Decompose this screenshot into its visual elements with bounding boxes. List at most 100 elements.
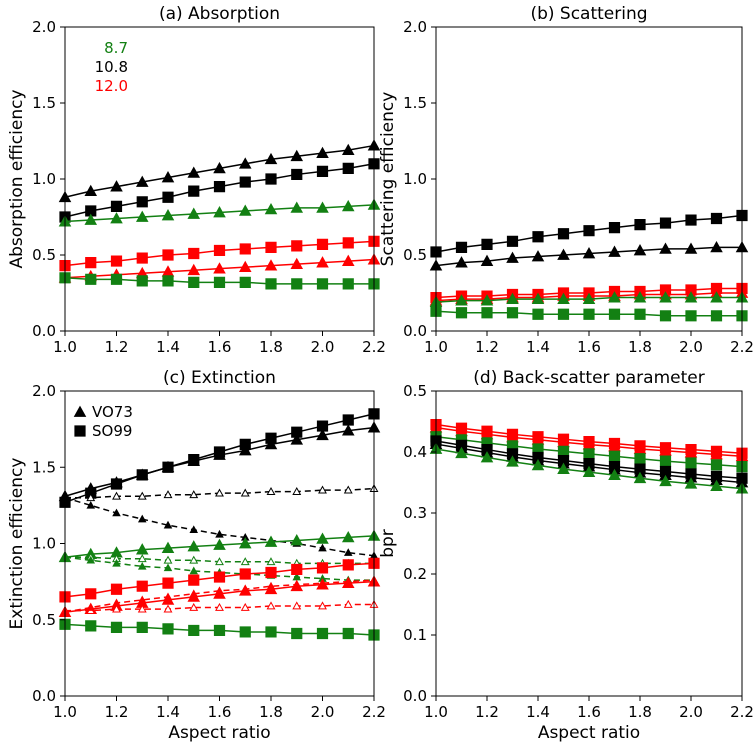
x-axis-label: Aspect ratio bbox=[538, 723, 640, 743]
series-3-point bbox=[136, 252, 148, 264]
y-tick-label: 1.5 bbox=[32, 458, 56, 476]
legend-marker-square-icon bbox=[74, 425, 86, 437]
series-2-point bbox=[710, 459, 723, 471]
panel-title: (d) Back-scatter parameter bbox=[473, 368, 704, 388]
series-9-point bbox=[215, 602, 224, 611]
y-tick-label: 0.1 bbox=[403, 626, 427, 644]
series-0-point bbox=[685, 214, 697, 226]
series-5-point bbox=[136, 275, 148, 287]
series-0-point bbox=[110, 180, 123, 192]
y-axis-label: bpr bbox=[378, 529, 398, 558]
series-10-point bbox=[163, 592, 173, 601]
series-0-point bbox=[341, 143, 355, 155]
series-1-point bbox=[85, 205, 97, 217]
series-3-point bbox=[213, 244, 226, 257]
x-tick-label: 1.4 bbox=[156, 703, 180, 721]
series-0-point bbox=[532, 231, 544, 243]
series-5-point bbox=[189, 555, 199, 564]
series-5-point bbox=[266, 557, 276, 566]
panel-d: 1.0 1.2 1.4 1.6 1.8 2.0 2.2 0.0 0.1 0.2 0.3 0.4 0.5 (… bbox=[378, 368, 754, 743]
series-5-point bbox=[110, 273, 123, 285]
series-11-point bbox=[162, 623, 174, 635]
panel-a: 1.0 1.2 1.4 1.6 1.8 2.0 2.2 0.0 0.5 1.0 1.5 2.0 (a) … bbox=[7, 4, 386, 356]
series-1-point bbox=[187, 454, 201, 467]
series-1-point bbox=[455, 256, 468, 268]
series-5-point bbox=[188, 276, 200, 288]
series-0-point bbox=[557, 228, 570, 240]
series-5-point bbox=[659, 310, 672, 322]
series-11-point bbox=[342, 627, 354, 640]
series-10-point bbox=[137, 595, 147, 604]
y-tick-label: 0.0 bbox=[403, 687, 427, 705]
series-1-point bbox=[238, 444, 252, 456]
x-tick-label: 1.2 bbox=[105, 338, 129, 356]
series-4-point bbox=[582, 292, 596, 304]
series-10-point bbox=[292, 580, 302, 588]
y-tick-label: 1.0 bbox=[32, 170, 56, 188]
series-1-point bbox=[290, 433, 304, 445]
series-11-point bbox=[85, 620, 97, 632]
x-tick-label: 1.4 bbox=[526, 338, 550, 356]
x-tick-label: 2.0 bbox=[679, 703, 703, 721]
series-2-point bbox=[264, 202, 278, 215]
series-4-point bbox=[557, 292, 570, 304]
series-2-point bbox=[266, 487, 276, 496]
series-3-point bbox=[318, 543, 327, 552]
x-tick-label: 1.4 bbox=[526, 703, 550, 721]
series-4-point bbox=[187, 263, 201, 276]
series-9-point bbox=[163, 604, 173, 613]
series-5-point bbox=[659, 474, 672, 487]
series-10-point bbox=[266, 581, 276, 590]
series-5-point bbox=[162, 275, 174, 287]
series-0-point bbox=[481, 238, 493, 250]
series-9-point bbox=[292, 601, 302, 610]
series-2-point bbox=[135, 210, 149, 222]
y-tick-label: 1.0 bbox=[403, 170, 427, 188]
series-3-point bbox=[291, 240, 303, 252]
series-11-point bbox=[213, 624, 226, 637]
series-0-point bbox=[316, 420, 329, 432]
series-0-point bbox=[84, 184, 98, 197]
series-4-point bbox=[316, 532, 329, 544]
y-tick-label: 2.0 bbox=[32, 382, 56, 400]
series-2-point bbox=[110, 212, 123, 224]
series-3-point bbox=[215, 529, 224, 538]
series-0-point bbox=[135, 175, 149, 187]
series-2-point bbox=[112, 491, 121, 500]
series-1-point bbox=[110, 200, 123, 212]
series-6-point bbox=[189, 566, 199, 575]
series-1-point bbox=[135, 468, 149, 480]
series-1-point bbox=[684, 446, 698, 458]
series-1-point bbox=[506, 251, 519, 263]
series-1-point bbox=[264, 437, 278, 450]
series-2-point bbox=[343, 485, 353, 494]
y-axis-label: Scattering efficiency bbox=[378, 92, 398, 267]
series-4-point bbox=[290, 257, 304, 269]
series-2-point bbox=[238, 204, 252, 216]
series-5-point bbox=[85, 273, 97, 285]
series-1-point bbox=[557, 248, 570, 260]
series-2-point bbox=[215, 488, 224, 497]
x-axis-label: Aspect ratio bbox=[168, 723, 270, 743]
series-5-point bbox=[265, 278, 277, 290]
series-2-point bbox=[634, 453, 646, 465]
series-1-point bbox=[582, 247, 596, 259]
series-3-point bbox=[189, 525, 199, 534]
series-5-point bbox=[633, 471, 647, 484]
series-3-point bbox=[137, 514, 147, 523]
series-4-point bbox=[684, 291, 698, 303]
series-0-point bbox=[291, 426, 303, 438]
series-0-point bbox=[264, 152, 278, 165]
series-9-point bbox=[240, 602, 250, 611]
series-4-point bbox=[213, 538, 226, 550]
series-4-point bbox=[506, 292, 519, 304]
series-3-point bbox=[162, 249, 174, 261]
series-2-point bbox=[240, 488, 250, 497]
x-tick-label: 1.2 bbox=[105, 703, 129, 721]
series-2-point bbox=[341, 199, 355, 212]
x-tick-label: 1.0 bbox=[53, 703, 77, 721]
series-3-point bbox=[343, 548, 353, 556]
x-tick-label: 1.6 bbox=[208, 703, 232, 721]
series-6-point bbox=[137, 561, 147, 570]
y-tick-label: 1.0 bbox=[32, 535, 56, 553]
